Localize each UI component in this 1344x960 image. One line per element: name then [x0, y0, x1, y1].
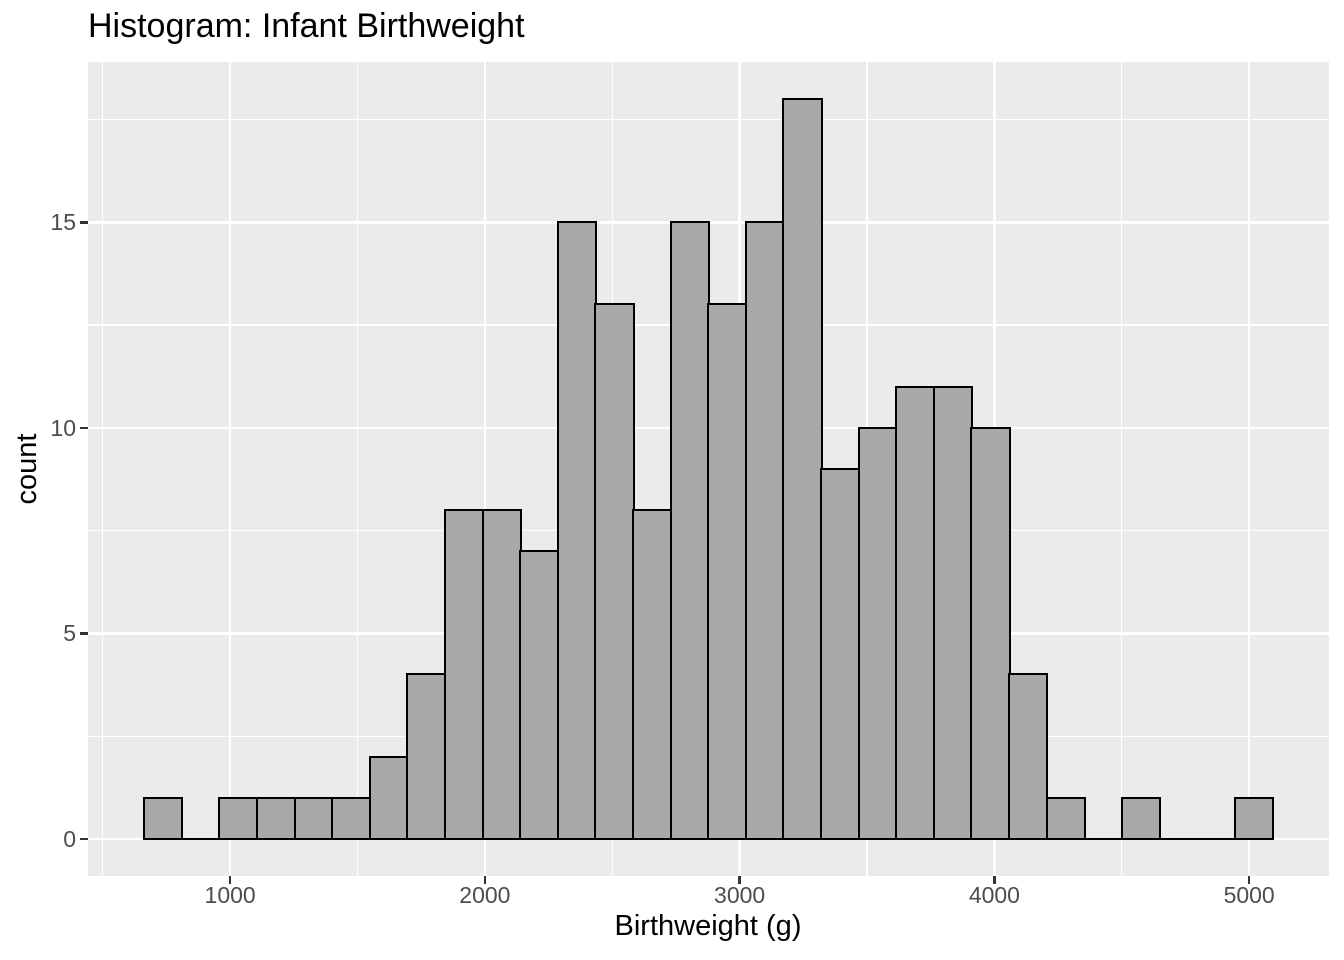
x-axis-tick: [993, 876, 996, 884]
y-axis-tick: [80, 426, 88, 430]
histogram-bar: [444, 508, 485, 841]
histogram-bar: [632, 508, 673, 841]
histogram-bar: [857, 426, 898, 841]
y-axis-tick: [80, 837, 88, 841]
histogram-bar: [406, 673, 447, 841]
histogram-bar: [782, 97, 823, 841]
histogram-bar: [1045, 796, 1086, 841]
x-minor-gridline: [356, 62, 359, 876]
histogram-bar: [669, 221, 710, 841]
x-tick-label: 4000: [968, 882, 1020, 908]
histogram-bar: [1008, 673, 1049, 841]
histogram-bar: [594, 303, 635, 841]
x-major-gridline: [483, 62, 487, 876]
histogram-bar: [932, 385, 973, 841]
x-axis-title: Birthweight (g): [614, 910, 802, 942]
histogram-bar: [707, 303, 748, 841]
plot-panel: [88, 62, 1329, 876]
y-tick-label: 0: [63, 826, 76, 852]
x-tick-label: 5000: [1223, 882, 1275, 908]
histogram-bar: [744, 221, 785, 841]
x-axis-tick: [228, 876, 232, 884]
histogram-bar: [519, 549, 560, 841]
x-major-gridline: [1247, 62, 1251, 876]
histogram-bar: [895, 385, 936, 841]
y-axis-tick: [80, 632, 88, 635]
histogram-bar: [1120, 796, 1161, 841]
y-axis-title: count: [11, 433, 43, 505]
y-tick-label: 5: [63, 620, 76, 647]
x-major-gridline: [228, 62, 232, 876]
y-minor-gridline: [88, 118, 1329, 121]
histogram-bar: [143, 796, 184, 841]
plot-title: Histogram: Infant Birthweight: [88, 7, 525, 45]
x-minor-gridline: [1121, 62, 1123, 876]
histogram-bar: [368, 755, 409, 841]
histogram-bar: [970, 426, 1011, 841]
y-tick-label: 10: [50, 414, 76, 441]
histogram-bar: [556, 221, 597, 841]
x-tick-label: 2000: [459, 882, 511, 908]
x-axis-tick: [483, 876, 487, 884]
x-tick-label: 3000: [714, 882, 766, 908]
histogram-bar: [331, 796, 372, 841]
histogram-bar: [218, 796, 259, 841]
histogram-bar: [481, 508, 522, 841]
x-tick-label: 1000: [204, 882, 256, 908]
histogram-bar: [293, 796, 334, 841]
histogram-bar: [820, 467, 861, 841]
histogram-bar: [1233, 796, 1274, 841]
y-axis-tick: [80, 221, 88, 224]
x-axis-tick: [1247, 876, 1251, 884]
x-minor-gridline: [102, 62, 104, 876]
histogram-bar: [255, 796, 297, 841]
y-tick-label: 15: [50, 209, 76, 236]
x-axis-tick: [738, 876, 741, 884]
